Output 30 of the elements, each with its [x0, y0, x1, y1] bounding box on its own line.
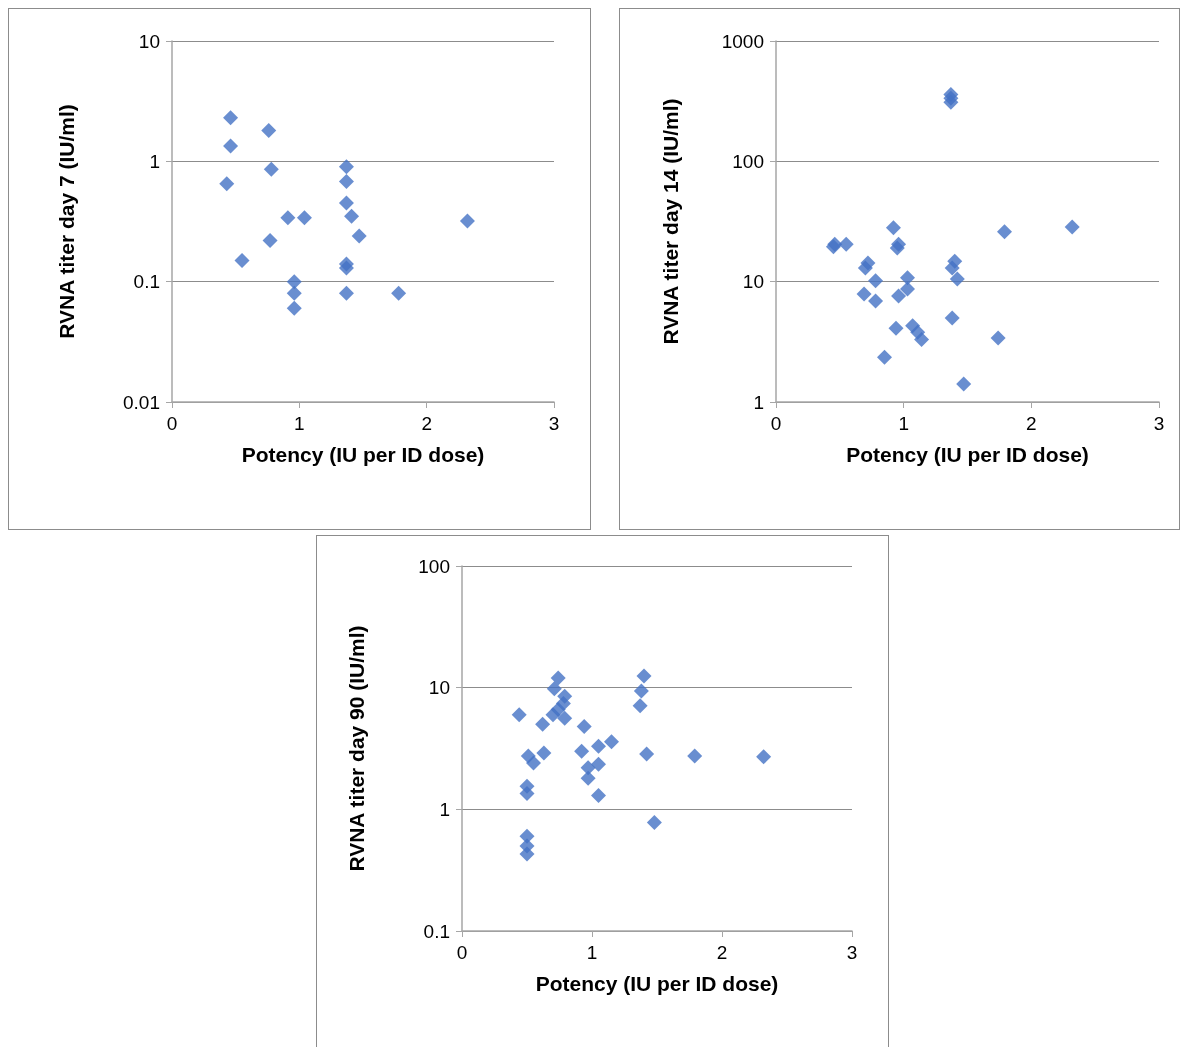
y-axis-title: RVNA titer day 90 (IU/ml) — [345, 625, 368, 872]
x-tick-label: 0 — [166, 413, 178, 434]
x-tick-label: 2 — [716, 942, 728, 963]
y-tick-label: 10 — [428, 677, 450, 699]
x-tick-label: 2 — [421, 413, 432, 434]
y-tick-label: 1 — [439, 798, 450, 820]
y-axis-title: RVNA titer day 14 (IU/ml) — [659, 98, 682, 345]
x-tick-label: 1 — [898, 413, 909, 434]
y-tick-label: 1000 — [721, 30, 764, 52]
x-axis-title: Potency (IU per ID dose) — [535, 972, 779, 995]
x-tick-label: 3 — [548, 413, 560, 434]
x-tick-label: 3 — [846, 942, 858, 963]
y-axis-title: RVNA titer day 7 (IU/ml) — [55, 104, 78, 339]
y-tick-label: 0.1 — [133, 271, 160, 293]
y-tick-label: 0.1 — [423, 920, 450, 942]
x-tick-label: 1 — [586, 942, 598, 963]
x-axis-title: Potency (IU per ID dose) — [846, 443, 1089, 466]
y-tick-label: 0.01 — [123, 391, 160, 413]
y-tick-label: 1 — [149, 150, 160, 172]
x-tick-label: 0 — [770, 413, 782, 434]
y-tick-label: 10 — [742, 271, 764, 293]
x-tick-label: 3 — [1153, 413, 1165, 434]
y-tick-label: 100 — [732, 150, 764, 172]
y-tick-label: 10 — [138, 30, 160, 52]
x-tick-label: 0 — [456, 942, 468, 963]
y-tick-label: 100 — [418, 555, 450, 577]
x-axis-title: Potency (IU per ID dose) — [241, 443, 485, 466]
x-tick-label: 1 — [294, 413, 305, 434]
x-tick-label: 2 — [1026, 413, 1037, 434]
y-tick-label: 1 — [753, 391, 764, 413]
